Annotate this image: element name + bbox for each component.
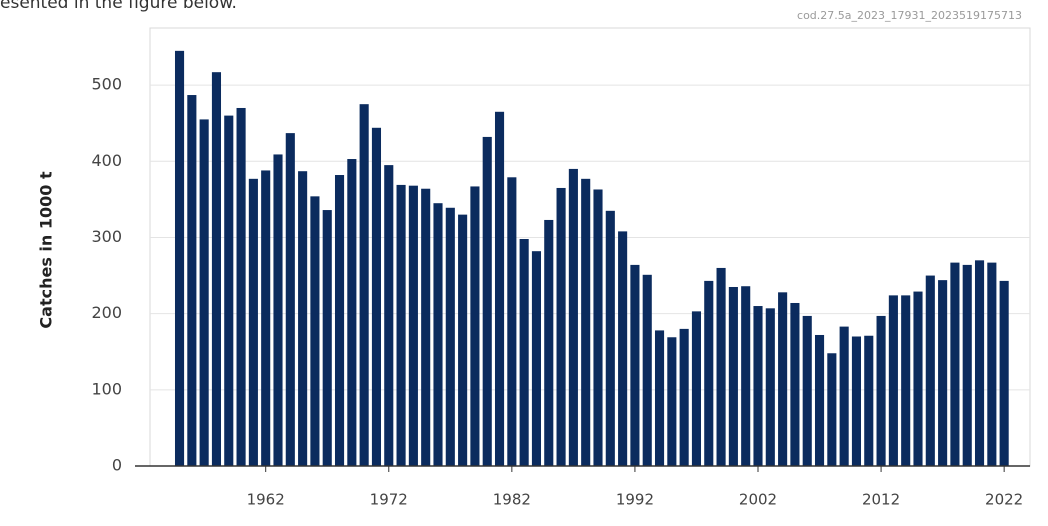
bar <box>864 335 874 466</box>
bar <box>458 214 468 466</box>
bar <box>876 315 886 466</box>
bar <box>950 262 960 466</box>
bar <box>482 136 492 466</box>
y-axis-label: Catches in 1000 t <box>37 171 56 329</box>
bar <box>974 260 985 466</box>
bar <box>962 264 972 466</box>
bar <box>568 168 578 466</box>
bar <box>716 267 726 466</box>
bar <box>691 311 702 466</box>
bar <box>593 189 603 466</box>
x-tick-label: 2022 <box>985 491 1023 509</box>
bar <box>531 251 542 466</box>
y-tick-label: 200 <box>91 303 122 322</box>
bar <box>802 315 812 466</box>
bar <box>298 171 308 466</box>
bar <box>618 231 628 466</box>
bar <box>507 177 517 466</box>
y-tick-label: 400 <box>91 151 122 170</box>
x-tick-label: 1972 <box>370 491 408 509</box>
bar <box>371 127 382 466</box>
bar <box>310 196 320 466</box>
bar <box>913 291 923 466</box>
bar <box>248 178 258 466</box>
bar <box>925 275 935 466</box>
bar <box>408 185 418 466</box>
x-tick-label: 1982 <box>493 491 531 509</box>
x-tick-label: 1992 <box>616 491 654 509</box>
bar <box>901 295 911 466</box>
bar <box>778 292 788 466</box>
bar <box>790 302 800 466</box>
bar <box>704 280 714 466</box>
bar <box>384 165 394 466</box>
bar <box>433 203 443 466</box>
bar <box>211 72 222 466</box>
bar <box>630 264 640 466</box>
bar <box>273 154 283 466</box>
x-tick-label: 2012 <box>862 491 900 509</box>
bar <box>556 187 566 466</box>
bar <box>753 306 763 466</box>
y-tick-label: 500 <box>91 75 122 94</box>
bar <box>679 328 689 466</box>
bar <box>187 95 197 466</box>
bar <box>421 188 431 466</box>
y-tick-label: 300 <box>91 227 122 246</box>
bar <box>174 50 185 466</box>
source-label: cod.27.5a_2023_17931_2023519175713 <box>797 9 1022 22</box>
y-tick-label: 100 <box>91 379 122 398</box>
x-tick-label: 2002 <box>739 491 777 509</box>
bar <box>938 280 948 466</box>
bar <box>827 353 837 466</box>
bar <box>605 210 615 466</box>
bar <box>642 274 652 466</box>
bar <box>470 186 480 466</box>
bar <box>224 115 234 466</box>
bar <box>765 308 775 466</box>
bar <box>285 133 295 466</box>
bar <box>839 326 849 466</box>
bar <box>741 286 751 466</box>
bar <box>396 184 406 466</box>
bar <box>359 104 369 466</box>
bar <box>581 178 591 466</box>
bar <box>987 262 997 466</box>
bar <box>322 210 332 466</box>
bar <box>728 286 738 466</box>
bar <box>519 239 529 466</box>
bar <box>814 334 825 466</box>
bar <box>544 219 554 466</box>
bar <box>347 159 357 466</box>
bar <box>445 207 455 466</box>
x-tick-label: 1962 <box>247 491 285 509</box>
bar <box>334 175 345 466</box>
bar <box>236 107 246 466</box>
bar <box>199 119 209 467</box>
bar <box>667 337 677 466</box>
bar <box>494 111 505 466</box>
y-tick-label: 0 <box>112 456 122 475</box>
bar <box>999 280 1009 466</box>
bar <box>888 295 898 466</box>
bar <box>654 330 665 466</box>
header-text: esented in the figure below. <box>0 0 237 13</box>
bar <box>851 336 862 466</box>
bar <box>261 170 271 466</box>
